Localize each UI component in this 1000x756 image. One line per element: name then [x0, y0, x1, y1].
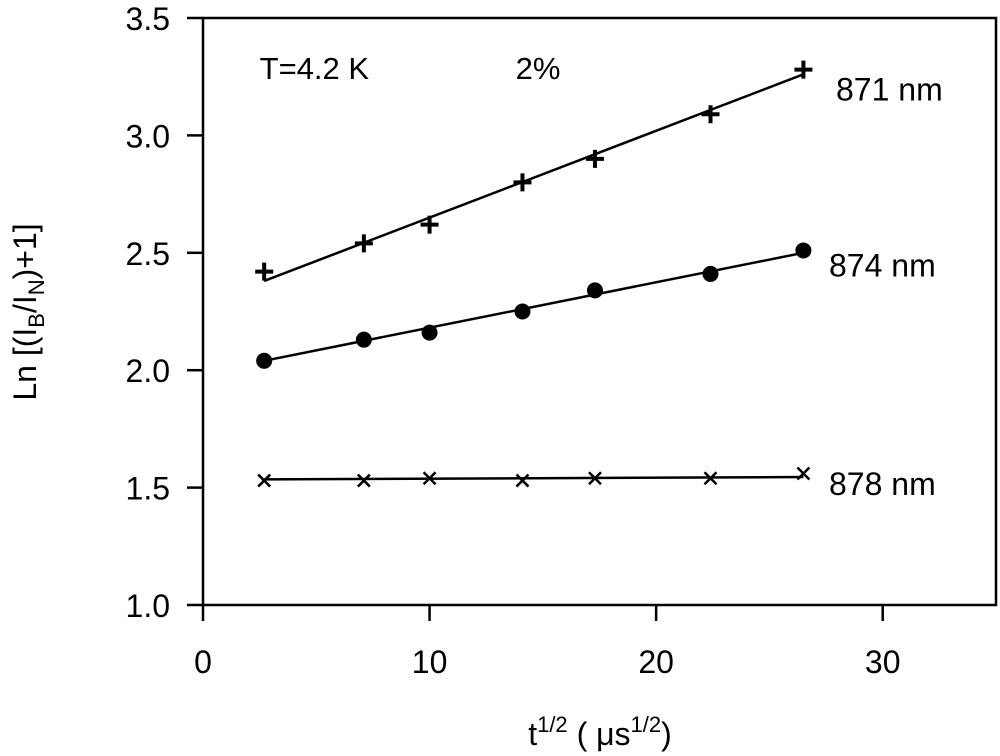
data-point-plus [701, 105, 720, 124]
data-point-cross [515, 473, 530, 488]
series-layer: 871 nm 874 nm 878 nm [255, 60, 943, 502]
series-874-nm: 874 nm [256, 242, 936, 369]
x-tick-label: 10 [412, 644, 448, 680]
data-point-cross [257, 473, 272, 488]
x-label-unit-sup: 1/2 [631, 712, 662, 737]
data-point-circle [514, 303, 531, 320]
data-point-plus [513, 173, 532, 192]
fit-line [263, 73, 804, 283]
data-point-circle [256, 352, 273, 369]
x-tick-label: 30 [865, 644, 901, 680]
y-axis-label: Ln [(IB/IN)+1] [7, 223, 49, 400]
data-point-cross [422, 471, 437, 486]
y-tick-label: 2.0 [126, 353, 170, 389]
data-point-circle [586, 282, 603, 299]
data-point-plus [420, 215, 439, 234]
series-label: 871 nm [836, 71, 943, 107]
data-point-plus [794, 60, 813, 79]
data-point-circle [421, 324, 438, 341]
y-label-mid: /I [7, 295, 43, 313]
annotation-percent: 2% [516, 51, 561, 86]
data-point-circle [702, 265, 719, 282]
axes: 0 10 20 30 1.0 1.5 2.0 2.5 3.0 3.5 [126, 1, 998, 680]
fit-line [264, 475, 804, 481]
plot-frame [201, 16, 998, 607]
data-point-circle [795, 242, 812, 259]
data-point-cross [703, 471, 718, 486]
y-label-sub-n: N [24, 279, 49, 295]
y-label-prefix: Ln [(I [7, 328, 43, 401]
series-871-nm: 871 nm [255, 60, 943, 283]
data-point-cross [356, 473, 371, 488]
x-label-close: ) [661, 716, 672, 752]
y-tick-label: 2.5 [126, 236, 170, 272]
data-point-cross [588, 471, 602, 486]
data-point-cross [796, 466, 811, 481]
series-878-nm: 878 nm [257, 466, 936, 502]
fit-line [263, 251, 804, 363]
annotation-temperature: T=4.2 K [260, 51, 370, 86]
x-label-unit: ( μs [568, 716, 631, 752]
y-tick-label: 1.5 [126, 471, 170, 507]
data-point-plus [585, 149, 604, 168]
y-label-sub-b: B [24, 313, 49, 328]
y-tick-label: 1.0 [126, 588, 170, 624]
data-point-circle [355, 331, 372, 348]
x-axis-label: t1/2 ( μs1/2) [528, 712, 672, 752]
data-point-plus [354, 234, 373, 253]
x-label-sup: 1/2 [537, 712, 568, 737]
y-tick-label: 3.0 [126, 118, 170, 154]
x-tick-label: 20 [638, 644, 674, 680]
series-label: 878 nm [829, 466, 936, 502]
y-tick-label: 3.5 [126, 1, 170, 37]
x-label-t: t [528, 716, 537, 752]
data-point-plus [255, 262, 274, 281]
x-tick-label: 0 [194, 644, 212, 680]
series-label: 874 nm [829, 248, 936, 284]
y-label-suffix: )+1] [7, 223, 43, 279]
